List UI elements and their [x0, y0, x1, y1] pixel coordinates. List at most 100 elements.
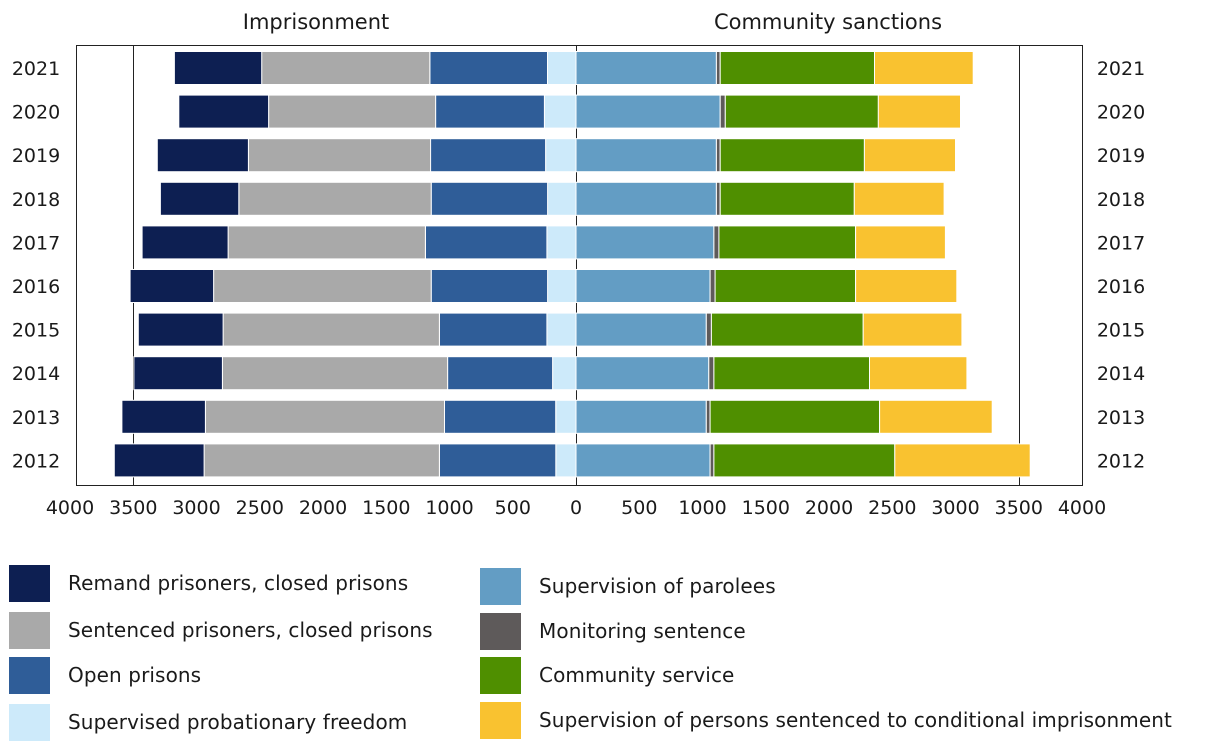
bar-2021-monitoring-sentence [715, 51, 721, 85]
bar-2018-community-service [719, 181, 855, 216]
year-label-left-2018: 2018 [12, 189, 60, 211]
x-tick-labels: 4000 3500 3000 2500 2000 1500 1000 500 0 500 1000 1… [46, 497, 1106, 519]
bar-2012-supervised-probationary-freedom [555, 443, 577, 478]
bar-2021-remand-prisoners-closed-prisons [173, 51, 263, 85]
year-labels: 2021 2021 2020 2020 2019 2019 2018 2018 2017 2017… [12, 58, 1145, 472]
bar-2015-open-prisons [438, 312, 548, 347]
bar-2019-sentenced-prisoners-closed-prisons [247, 138, 432, 173]
bar-2015-supervision-of-parolees [575, 312, 707, 347]
bar-2018-open-prisons [430, 181, 549, 216]
bar-2012-supervision-of-persons-sentenced-to-conditional-imprisonment [894, 443, 1031, 478]
bar-2013-open-prisons [443, 399, 557, 434]
bar-2016-supervised-probationary-freedom [547, 269, 577, 303]
bar-2021-supervised-probationary-freedom [547, 51, 577, 85]
bar-2016-remand-prisoners-closed-prisons [129, 269, 215, 303]
bar-2014-supervision-of-parolees [575, 356, 710, 391]
year-label-right-2020: 2020 [1097, 102, 1145, 124]
bar-2017-remand-prisoners-closed-prisons [141, 225, 229, 260]
bar-2017-supervision-of-persons-sentenced-to-conditional-imprisonment [855, 225, 946, 260]
x-tick-left-1000: 1000 [425, 497, 473, 519]
year-label-right-2019: 2019 [1097, 145, 1145, 167]
bar-2015-community-service [710, 312, 864, 347]
bar-2013-remand-prisoners-closed-prisons [121, 399, 206, 434]
bar-2018-remand-prisoners-closed-prisons [159, 181, 240, 216]
panel-title-community-sanctions: Community sanctions [714, 10, 942, 34]
bar-2021-community-service [719, 51, 876, 85]
bar-2017-community-service [718, 225, 857, 260]
bar-2021-open-prisons [429, 51, 548, 85]
bar-2020-remand-prisoners-closed-prisons [178, 94, 270, 129]
bar-2012-sentenced-prisoners-closed-prisons [203, 443, 440, 478]
x-tick-right-2500: 2500 [868, 497, 916, 519]
bar-2019-open-prisons [430, 138, 547, 173]
year-label-left-2016: 2016 [12, 276, 60, 298]
bar-2020-sentenced-prisoners-closed-prisons [268, 94, 437, 129]
bar-2016-sentenced-prisoners-closed-prisons [213, 269, 432, 303]
bar-2019-supervision-of-parolees [575, 138, 717, 173]
bar-2013-monitoring-sentence [705, 399, 711, 434]
bar-2015-supervision-of-persons-sentenced-to-conditional-imprisonment [862, 312, 963, 347]
x-tick-right-500: 500 [621, 497, 657, 519]
bar-2014-monitoring-sentence [708, 356, 715, 391]
bar-2018-supervision-of-persons-sentenced-to-conditional-imprisonment [853, 181, 945, 216]
bar-2017-open-prisons [425, 225, 548, 260]
year-label-left-2017: 2017 [12, 232, 60, 254]
year-label-right-2018: 2018 [1097, 189, 1145, 211]
bar-2012-supervision-of-parolees [575, 443, 711, 478]
x-tick-right-4000: 4000 [1058, 497, 1106, 519]
bar-2020-supervision-of-persons-sentenced-to-conditional-imprisonment [877, 94, 961, 129]
x-tick-zero: 0 [570, 497, 582, 519]
x-tick-right-1500: 1500 [742, 497, 790, 519]
year-label-right-2015: 2015 [1097, 320, 1145, 342]
bar-2014-remand-prisoners-closed-prisons [133, 356, 223, 391]
bar-2017-supervision-of-parolees [575, 225, 715, 260]
year-label-left-2012: 2012 [12, 450, 60, 472]
year-label-right-2013: 2013 [1097, 407, 1145, 429]
bar-2014-sentenced-prisoners-closed-prisons [221, 356, 449, 391]
bar-2018-supervision-of-parolees [575, 181, 717, 216]
bar-2020-supervised-probationary-freedom [543, 94, 577, 129]
bar-2013-sentenced-prisoners-closed-prisons [204, 399, 445, 434]
bar-2013-supervision-of-persons-sentenced-to-conditional-imprisonment [879, 399, 993, 434]
year-label-left-2019: 2019 [12, 145, 60, 167]
year-label-right-2017: 2017 [1097, 232, 1145, 254]
x-tick-left-2000: 2000 [299, 497, 347, 519]
x-tick-left-500: 500 [495, 497, 531, 519]
bar-2013-supervision-of-parolees [575, 399, 707, 434]
bar-2019-remand-prisoners-closed-prisons [156, 138, 249, 173]
bars [113, 51, 1031, 478]
year-label-right-2014: 2014 [1097, 363, 1145, 385]
x-tick-left-2500: 2500 [236, 497, 284, 519]
bar-2016-community-service [714, 269, 856, 303]
bar-2017-sentenced-prisoners-closed-prisons [227, 225, 426, 260]
panel-title-imprisonment: Imprisonment [243, 10, 389, 34]
year-label-left-2015: 2015 [12, 320, 60, 342]
bar-2014-open-prisons [447, 356, 554, 391]
bar-2021-supervision-of-parolees [575, 51, 717, 85]
bar-2012-community-service [713, 443, 896, 478]
bar-2016-monitoring-sentence [709, 269, 716, 303]
year-label-right-2012: 2012 [1097, 450, 1145, 472]
bar-2021-sentenced-prisoners-closed-prisons [261, 51, 431, 85]
bar-2016-supervision-of-parolees [575, 269, 711, 303]
x-tick-left-4000: 4000 [46, 497, 94, 519]
bar-2015-sentenced-prisoners-closed-prisons [222, 312, 440, 347]
bar-2015-supervised-probationary-freedom [546, 312, 577, 347]
bar-2014-supervised-probationary-freedom [552, 356, 577, 391]
bar-2015-remand-prisoners-closed-prisons [137, 312, 224, 347]
year-label-left-2013: 2013 [12, 407, 60, 429]
bar-2014-community-service [713, 356, 871, 391]
x-tick-left-3000: 3000 [172, 497, 220, 519]
bar-2018-sentenced-prisoners-closed-prisons [238, 181, 432, 216]
bar-2013-community-service [709, 399, 881, 434]
bar-2017-monitoring-sentence [713, 225, 720, 260]
bar-2014-supervision-of-persons-sentenced-to-conditional-imprisonment [869, 356, 968, 391]
year-label-left-2014: 2014 [12, 363, 60, 385]
year-label-right-2016: 2016 [1097, 276, 1145, 298]
x-tick-left-3500: 3500 [109, 497, 157, 519]
bar-2016-open-prisons [430, 269, 549, 303]
bar-2021-supervision-of-persons-sentenced-to-conditional-imprisonment [874, 51, 974, 85]
x-tick-right-3000: 3000 [931, 497, 979, 519]
bar-2012-monitoring-sentence [709, 443, 715, 478]
